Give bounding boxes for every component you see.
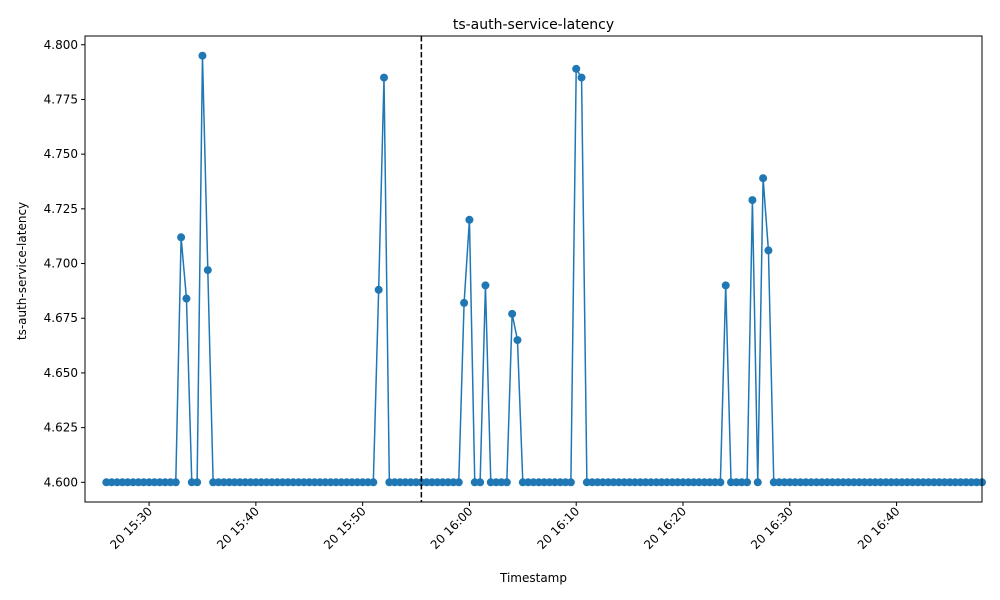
data-point (753, 478, 762, 487)
y-tick-label: 4.625 (44, 421, 78, 435)
y-tick-label: 4.650 (44, 366, 78, 380)
data-point (716, 478, 725, 487)
data-point (572, 64, 581, 73)
data-point (476, 478, 485, 487)
data-point (508, 309, 517, 318)
data-point (182, 294, 191, 303)
x-tick-label: 20 16:30 (748, 504, 796, 552)
x-tick-label: 20 15:50 (321, 504, 369, 552)
data-point (171, 478, 180, 487)
data-point (465, 215, 474, 224)
x-tick-label: 20 15:30 (107, 504, 155, 552)
y-tick-label: 4.675 (44, 311, 78, 325)
data-point (374, 285, 383, 294)
axes-frame (84, 35, 983, 503)
data-point (481, 281, 490, 290)
data-point (460, 298, 469, 307)
series-line (106, 55, 982, 484)
data-point (577, 73, 586, 82)
y-tick-label: 4.700 (44, 257, 78, 271)
data-point (566, 478, 575, 487)
y-tick-label: 4.750 (44, 147, 78, 161)
x-axis-label: Timestamp (499, 571, 567, 585)
y-tick-label: 4.600 (44, 475, 78, 489)
data-point (177, 233, 186, 242)
data-point (743, 478, 752, 487)
data-point (502, 478, 511, 487)
x-tick-label: 20 16:20 (641, 504, 689, 552)
data-point (764, 246, 773, 255)
data-point (454, 478, 463, 487)
data-point (198, 51, 207, 60)
plot-area (102, 36, 986, 502)
y-tick-label: 4.725 (44, 202, 78, 216)
data-point (748, 196, 757, 205)
axes: 4.600 4.625 4.650 4.675 4.700 4.725 4.750 4.775… (44, 35, 983, 552)
data-point (513, 336, 522, 345)
x-tick-label: 20 16:00 (428, 504, 476, 552)
data-point (759, 174, 768, 183)
y-tick-label: 4.775 (44, 92, 78, 106)
data-point (380, 73, 388, 82)
y-axis-label: ts-auth-service-latency (15, 202, 29, 340)
y-tick-label: 4.800 (44, 38, 78, 52)
x-tick-label: 20 16:10 (534, 504, 582, 552)
x-tick-label: 20 16:40 (855, 504, 903, 552)
data-point (193, 478, 202, 487)
chart-title: ts-auth-service-latency (453, 17, 614, 33)
data-point (369, 478, 378, 487)
data-point (721, 281, 730, 290)
x-tick-label: 20 15:40 (214, 504, 262, 552)
data-point (203, 266, 212, 275)
